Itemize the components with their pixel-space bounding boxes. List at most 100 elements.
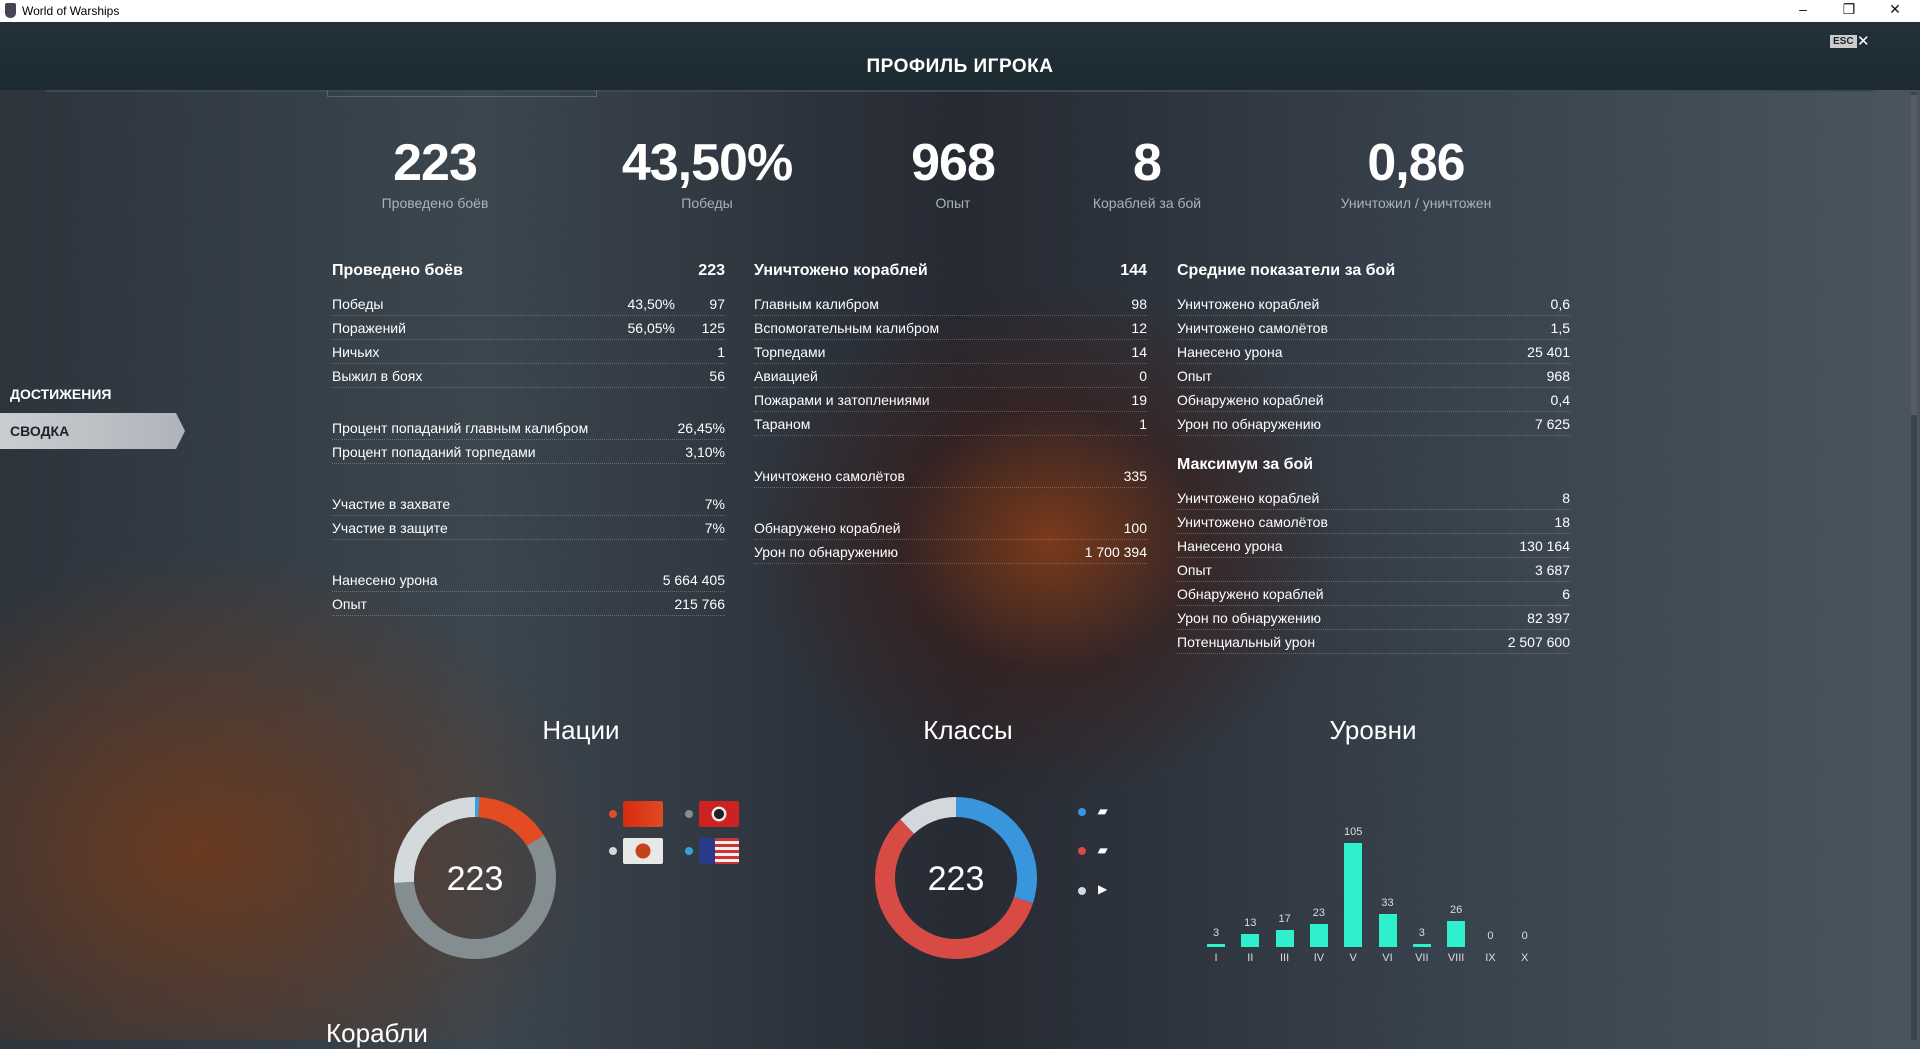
legend-dot-destroyer xyxy=(1078,808,1086,816)
stat-value: 1 xyxy=(1139,415,1147,432)
legend-dot-ussr xyxy=(609,810,617,818)
japan-flag-icon[interactable] xyxy=(623,838,663,864)
stat-label: Поражений xyxy=(332,319,406,336)
page-title: ПРОФИЛЬ ИГРОКА xyxy=(866,56,1054,77)
column-title: Проведено боёв xyxy=(332,262,463,279)
stat-row: Выжил в боях 56 xyxy=(332,364,725,388)
column-header: Уничтожено кораблей 144 xyxy=(754,262,1147,292)
donut-slice-battleship[interactable] xyxy=(875,797,1037,959)
stat-row: Нанесено урона 5 664 405 xyxy=(332,568,725,592)
stat-label: Обнаружено кораблей xyxy=(754,519,901,536)
donut-slice-Germany[interactable] xyxy=(394,797,556,959)
tier-bar-value: 23 xyxy=(1312,907,1326,920)
donut-slice-Japan[interactable] xyxy=(394,797,556,959)
legend-dot-cruiser xyxy=(1078,847,1086,855)
stat-label: Пожарами и затоплениями xyxy=(754,391,930,408)
tier-label: III xyxy=(1280,952,1290,964)
tier-bar[interactable] xyxy=(1344,843,1363,947)
stat-row: Уничтожено кораблей 0,6 xyxy=(1177,292,1570,316)
tier-bar[interactable] xyxy=(1412,944,1431,947)
stat-value: 130 164 xyxy=(1519,537,1570,554)
stat-value: 7 625 xyxy=(1534,415,1570,432)
stat-value: 5 664 405 xyxy=(662,571,725,588)
nations-title: Нации xyxy=(542,715,620,745)
scrollbar-thumb[interactable] xyxy=(1911,95,1917,415)
stat-value: 1,5 xyxy=(1550,319,1570,336)
summary-label: Кораблей за бой xyxy=(1092,195,1202,211)
tab-indicator xyxy=(327,90,597,97)
column-title: Средние показатели за бой xyxy=(1177,262,1396,279)
tier-bar-value: 26 xyxy=(1449,904,1463,917)
tier-label: IV xyxy=(1313,952,1325,964)
battleship-icon[interactable]: ▶ xyxy=(1098,882,1108,896)
stat-row: Торпедами 14 xyxy=(754,340,1147,364)
stat-row: Уничтожено самолётов 1,5 xyxy=(1177,316,1570,340)
tier-bar[interactable] xyxy=(1447,921,1466,947)
column-title: Уничтожено кораблей xyxy=(754,262,928,279)
stat-label: Авиацией xyxy=(754,367,818,384)
stat-label: Вспомогательным калибром xyxy=(754,319,940,336)
tier-label: V xyxy=(1349,952,1357,964)
column-total: 223 xyxy=(698,262,725,279)
stat-label: Нанесено урона xyxy=(332,571,438,588)
stat-value: 56 xyxy=(709,367,725,384)
stat-label: Урон по обнаружению xyxy=(1177,609,1322,626)
tier-label: I xyxy=(1214,952,1218,964)
summary-stat: 8 Кораблей за бой xyxy=(1017,133,1277,211)
stat-value: 0,4 xyxy=(1550,391,1570,408)
stat-row: Потенциальный урон 2 507 600 xyxy=(1177,630,1570,654)
stat-label: Участие в захвате xyxy=(332,495,451,512)
stat-row: Урон по обнаружению 82 397 xyxy=(1177,606,1570,630)
stat-label: Торпедами xyxy=(754,343,826,360)
summary-value: 223 xyxy=(393,134,478,192)
close-icon[interactable]: ✕ xyxy=(1857,33,1870,50)
window-titlebar: World of Warships – ❐ ✕ xyxy=(0,0,1920,22)
tier-bar[interactable] xyxy=(1378,914,1397,947)
divider xyxy=(46,90,1874,92)
tier-label: VII xyxy=(1415,952,1429,964)
restore-button[interactable]: ❐ xyxy=(1842,1,1856,17)
stat-value: 7% xyxy=(704,495,725,512)
tier-bar[interactable] xyxy=(1207,944,1225,947)
sidebar-item-summary[interactable]: СВОДКА xyxy=(0,413,185,449)
tier-bar-value: 17 xyxy=(1278,913,1291,926)
sidebar-item-achievements[interactable]: ДОСТИЖЕНИЯ xyxy=(10,386,112,402)
stat-row: Главным калибром 98 xyxy=(754,292,1147,316)
stat-row: Тараном 1 xyxy=(754,412,1147,436)
tier-bar[interactable] xyxy=(1241,934,1260,947)
summary-label: Уничтожил / уничтожен xyxy=(1340,195,1492,211)
stat-label: Опыт xyxy=(1177,367,1212,384)
stat-value: 7% xyxy=(704,519,725,536)
tier-bar[interactable] xyxy=(1309,924,1328,947)
stat-value: 215 766 xyxy=(674,595,725,612)
scrollbar-track[interactable] xyxy=(1911,92,1917,1040)
usa-flag-icon[interactable] xyxy=(699,838,739,864)
minimize-button[interactable]: – xyxy=(1799,1,1807,17)
destroyer-icon[interactable]: ▰ xyxy=(1098,804,1108,818)
stat-row: Нанесено урона 130 164 xyxy=(1177,534,1570,558)
cruiser-icon[interactable]: ▰ xyxy=(1098,843,1108,857)
stat-value: 6 xyxy=(1562,585,1570,602)
stat-label: Главным калибром xyxy=(754,295,879,312)
stat-label: Выжил в боях xyxy=(332,367,423,384)
donut-slice-cruiser[interactable] xyxy=(875,797,1037,959)
stat-label: Обнаружено кораблей xyxy=(1177,391,1324,408)
stat-label: Урон по обнаружению xyxy=(754,543,899,560)
stat-label: Урон по обнаружению xyxy=(1177,415,1322,432)
averages-column: Средние показатели за бой Уничтожено кора… xyxy=(1177,262,1570,654)
germany-flag-icon[interactable] xyxy=(699,801,739,827)
tier-bar[interactable] xyxy=(1275,930,1294,947)
stat-row: Опыт 968 xyxy=(1177,364,1570,388)
summary-label: Проведено боёв xyxy=(381,195,489,211)
stat-value: 968 xyxy=(1546,367,1570,384)
stat-value: 82 397 xyxy=(1527,609,1570,626)
summary-stat: 968 Опыт xyxy=(823,133,1083,211)
battles-column: Проведено боёв 223 Победы 43,50% 97 Поражений… xyxy=(332,262,725,616)
stat-value: 25 401 xyxy=(1527,343,1570,360)
close-window-button[interactable]: ✕ xyxy=(1889,1,1901,17)
ussr-flag-icon[interactable] xyxy=(623,801,663,827)
stat-row: Обнаружено кораблей 6 xyxy=(1177,582,1570,606)
esc-key-hint[interactable]: ESC xyxy=(1830,35,1857,48)
stat-value: 19 xyxy=(1131,391,1147,408)
